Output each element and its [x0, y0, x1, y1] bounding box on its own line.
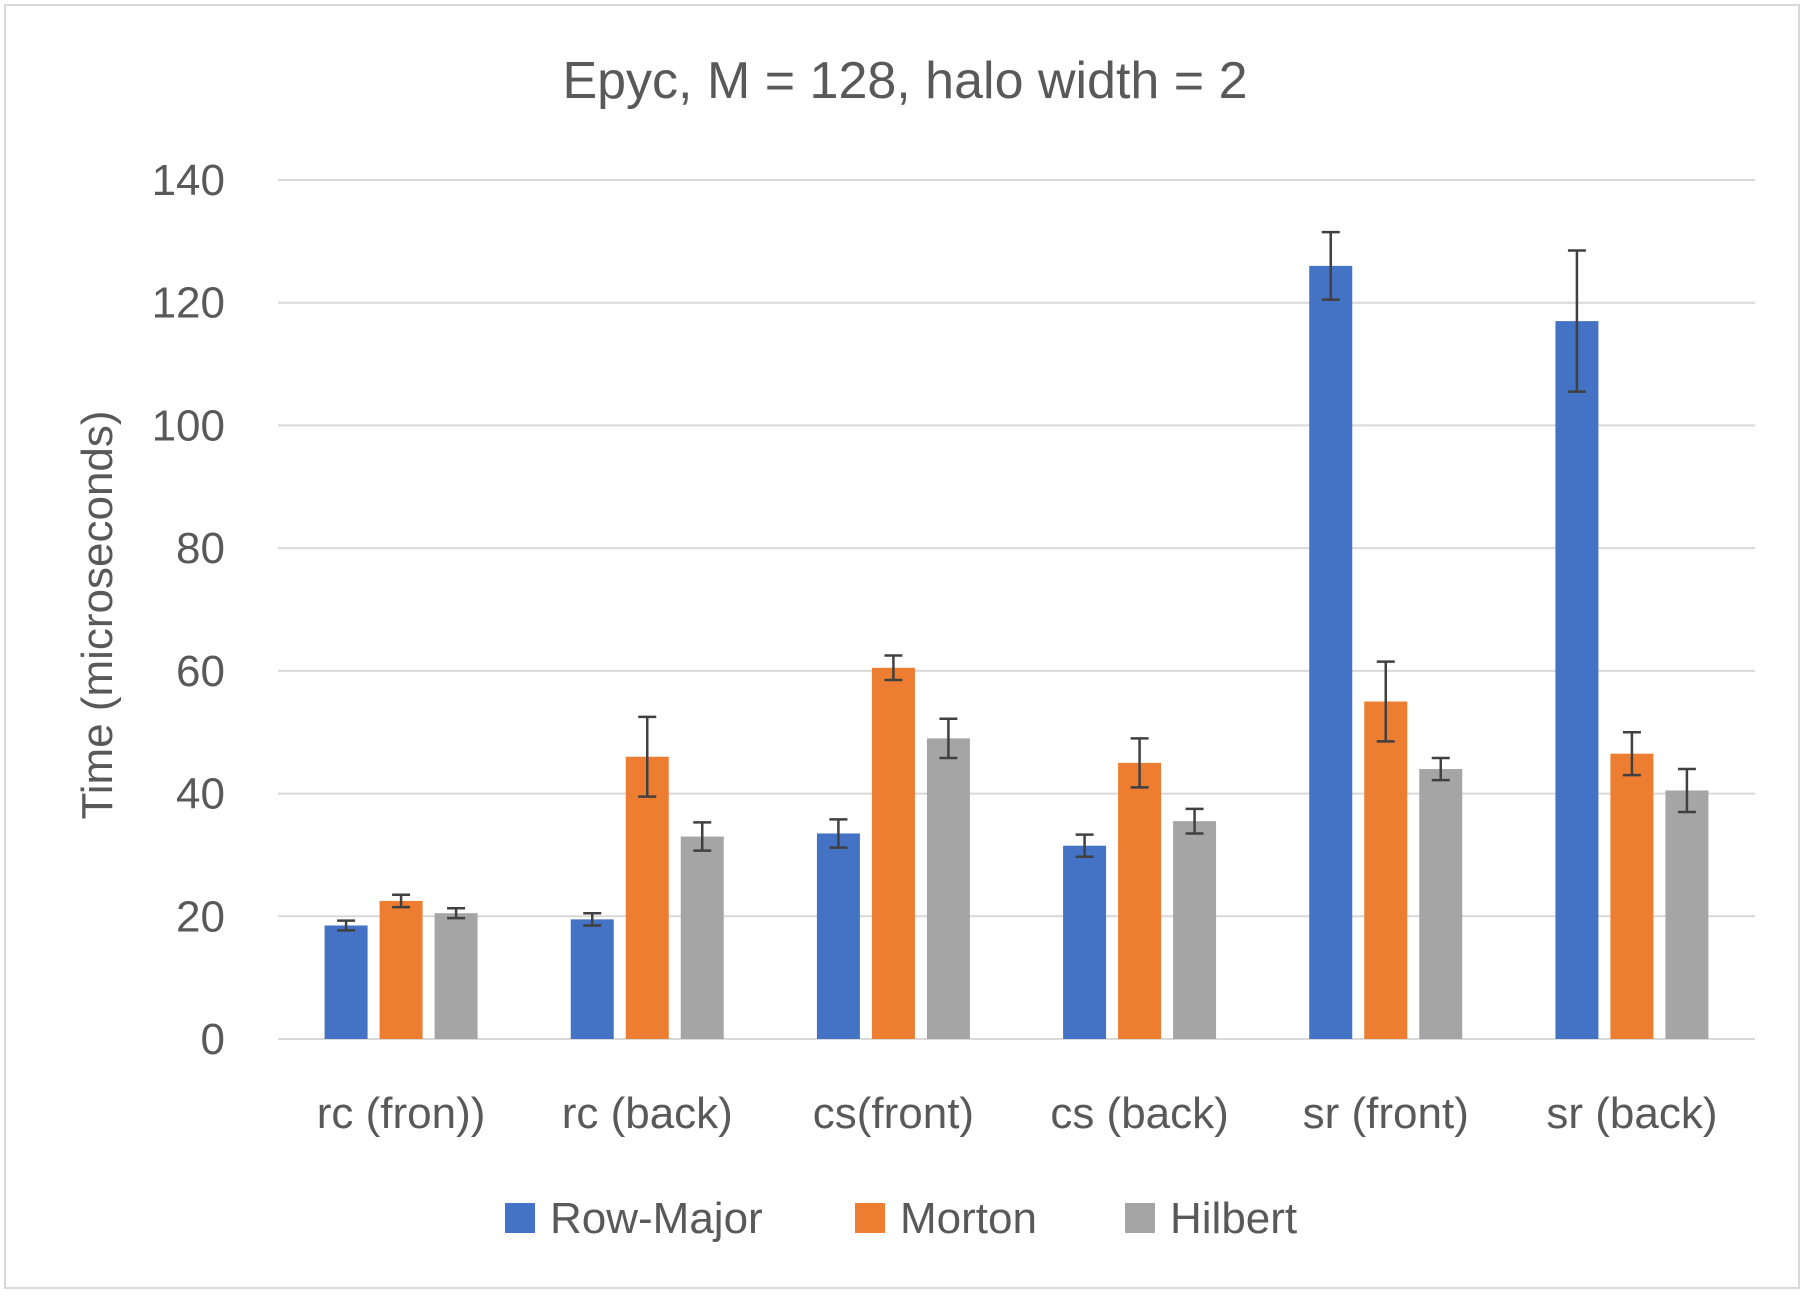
x-tick-label: cs(front)	[813, 1089, 974, 1138]
error-bar	[1677, 767, 1696, 814]
legend-label: Morton	[900, 1194, 1037, 1243]
bar-morton-2	[871, 667, 915, 1039]
legend-swatch	[1125, 1203, 1155, 1233]
y-tick-label: 100	[152, 401, 225, 450]
legend-item-hilbert: Hilbert	[1125, 1194, 1297, 1243]
error-bar	[1185, 807, 1204, 835]
bar-morton-3	[1118, 762, 1162, 1039]
error-bar	[583, 911, 602, 927]
y-tick-label: 80	[176, 524, 225, 573]
y-axis-ticks: 0 20 40 60 80 100 120 140	[152, 156, 225, 1064]
error-bar	[1075, 833, 1094, 859]
x-tick-label: sr (back)	[1546, 1089, 1717, 1138]
error-bar	[1622, 730, 1641, 777]
chart-frame	[4, 4, 1800, 1289]
legend-item-morton: Morton	[855, 1194, 1037, 1243]
error-bar	[829, 818, 848, 849]
legend-swatch	[855, 1203, 885, 1233]
bar-row-major-1	[570, 919, 614, 1039]
bar-row-major-5	[1555, 321, 1599, 1039]
y-tick-label: 140	[152, 156, 225, 205]
bar-row-major-2	[816, 833, 860, 1039]
error-bar	[1321, 230, 1340, 301]
bar-morton-0	[379, 900, 423, 1039]
y-tick-label: 60	[176, 647, 225, 696]
error-bar	[939, 717, 958, 760]
gridlines	[278, 179, 1755, 1040]
error-bar	[693, 821, 712, 852]
bar-morton-4	[1364, 701, 1408, 1039]
y-tick-label: 0	[201, 1015, 225, 1064]
bar-hilbert-0	[434, 913, 478, 1039]
y-tick-label: 20	[176, 892, 225, 941]
bar-hilbert-1	[680, 836, 724, 1039]
legend-label: Row-Major	[550, 1194, 763, 1243]
x-tick-label: rc (fron))	[317, 1089, 486, 1138]
x-tick-label: rc (back)	[562, 1089, 733, 1138]
legend-swatch	[505, 1203, 535, 1233]
y-axis-title: Time (microseconds)	[73, 410, 122, 819]
bar-row-major-0	[324, 925, 368, 1039]
chart-title: Epyc, M = 128, halo width = 2	[562, 52, 1247, 110]
error-bar	[1130, 737, 1149, 789]
error-bar	[337, 919, 356, 932]
bar-hilbert-4	[1419, 769, 1463, 1039]
error-bar	[638, 715, 657, 798]
x-axis-ticks: rc (fron)) rc (back) cs(front) cs (back) sr …	[317, 1089, 1718, 1138]
bar-row-major-3	[1063, 845, 1107, 1039]
x-tick-label: sr (front)	[1303, 1089, 1469, 1138]
bar-morton-1	[625, 756, 669, 1039]
error-bar	[392, 893, 411, 909]
error-bar	[1376, 660, 1395, 743]
y-tick-label: 40	[176, 770, 225, 819]
bar-hilbert-2	[926, 738, 970, 1039]
x-tick-label: cs (back)	[1050, 1089, 1228, 1138]
legend-label: Hilbert	[1170, 1194, 1297, 1243]
bar-hilbert-3	[1173, 821, 1217, 1039]
bars	[324, 265, 1709, 1039]
bar-morton-5	[1610, 753, 1654, 1039]
y-tick-label: 120	[152, 279, 225, 328]
legend-item-row-major: Row-Major	[505, 1194, 763, 1243]
bar-hilbert-5	[1665, 790, 1709, 1039]
error-bar	[447, 907, 466, 920]
bar-row-major-4	[1309, 265, 1353, 1039]
error-bar	[884, 654, 903, 682]
legend: Row-Major Morton Hilbert	[505, 1194, 1297, 1243]
error-bar	[1431, 756, 1450, 782]
error-bar	[1567, 249, 1586, 393]
error-bars	[337, 230, 1696, 932]
